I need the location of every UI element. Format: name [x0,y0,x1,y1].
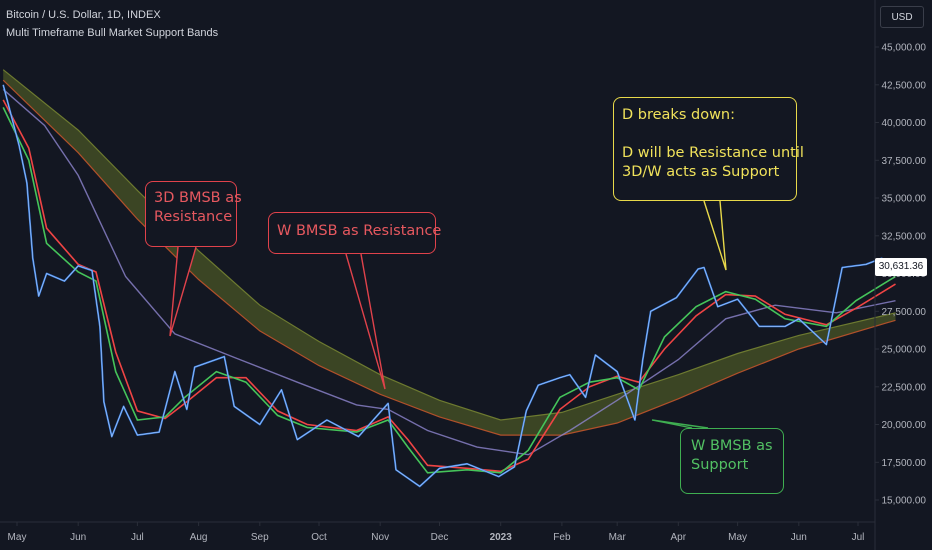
indicator-name: Multi Timeframe Bull Market Support Band… [6,27,219,39]
x-tick-label: Nov [371,532,389,543]
x-axis-ticks[interactable]: May Jun Jul Aug Sep Oct Nov Dec 2023 Feb Mar Apr May… [8,522,865,543]
x-tick-label: Aug [190,532,208,543]
callout-w-bmsb-resistance: W BMSB as Resistance [268,212,442,254]
x-tick-label: Jul [131,532,144,543]
y-tick-label: 35,000.00 [882,194,927,205]
x-tick-label: Jun [70,532,86,543]
callout-text: 3D/W acts as Support [622,164,780,180]
pointer-d-breakdown [703,200,727,271]
pointer-w-resistance [345,253,386,390]
y-tick-label: 42,500.00 [882,80,927,91]
callout-pointers [169,200,727,429]
callout-d-breakdown: D breaks down: D will be Resistance unti… [613,97,804,201]
y-tick-label: 25,000.00 [882,345,927,356]
last-price-badge: 30,631.36 [875,258,927,276]
x-tick-label: Jul [852,532,865,543]
callout-w-bmsb-support: W BMSB as Support [680,428,784,494]
x-tick-label: Dec [431,532,449,543]
x-tick-label: Mar [609,532,627,543]
x-tick-label: 2023 [490,532,513,543]
x-tick-label: May [728,532,747,543]
y-tick-label: 20,000.00 [882,420,927,431]
x-tick-label: Sep [251,532,269,543]
pointer-3d-resistance [169,246,197,337]
y-tick-label: 40,000.00 [882,118,927,129]
series-price-highlight [2,84,896,487]
x-tick-label: May [8,532,27,543]
y-tick-label: 22,500.00 [882,382,927,393]
indicator-lines [2,88,896,474]
y-tick-label: 15,000.00 [882,496,927,507]
series-3d-bmsb [2,88,896,456]
y-tick-label: 45,000.00 [882,43,927,54]
callout-text: W BMSB as [691,438,773,454]
series-d-bmsb-sma [2,107,896,474]
y-tick-label: 27,500.00 [882,307,927,318]
series-d-bmsb-ema [2,99,896,473]
currency-button[interactable]: USD [880,6,924,28]
callout-3d-bmsb-resistance: 3D BMSB as Resistance [145,181,242,247]
x-tick-label: Apr [671,532,687,543]
callout-text: W BMSB as Resistance [277,223,442,239]
x-tick-label: Oct [311,532,327,543]
y-tick-label: 32,500.00 [882,231,927,242]
callout-text: D breaks down: [622,107,735,123]
chart-title: Bitcoin / U.S. Dollar, 1D, INDEX [6,9,161,21]
y-tick-label: 17,500.00 [882,458,927,469]
callout-text: Resistance [154,209,233,225]
callout-text: D will be Resistance until [622,145,804,161]
callout-gap [622,125,788,144]
callout-text: Support [691,457,749,473]
x-tick-label: Jun [791,532,807,543]
x-tick-label: Feb [553,532,571,543]
y-tick-label: 37,500.00 [882,156,927,167]
pointer-w-support [651,419,709,429]
callout-text: 3D BMSB as [154,190,242,206]
